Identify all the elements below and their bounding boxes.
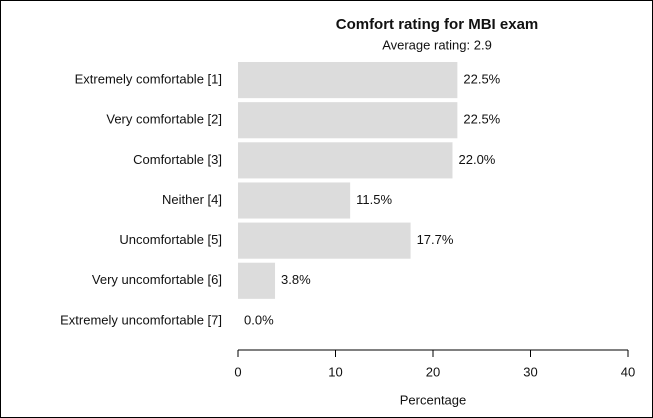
value-label: 3.8%: [281, 272, 311, 287]
y-tick-label: Neither [4]: [162, 192, 222, 207]
y-tick-label: Extremely uncomfortable [7]: [60, 312, 222, 327]
value-label: 22.5%: [463, 72, 500, 87]
bar: [238, 262, 276, 299]
value-label: 11.5%: [356, 192, 392, 207]
y-tick-label: Extremely comfortable [1]: [75, 72, 222, 87]
x-tick-label: 20: [426, 364, 440, 379]
y-tick-label: Very uncomfortable [6]: [92, 272, 222, 287]
value-label: 17.7%: [417, 232, 454, 247]
bar: [238, 62, 458, 99]
x-tick-label: 40: [621, 364, 635, 379]
x-tick-label: 10: [328, 364, 342, 379]
bar: [238, 182, 351, 219]
chart-title: Comfort rating for MBI exam: [336, 16, 539, 33]
chart-subtitle: Average rating: 2.9: [382, 37, 492, 52]
bar: [238, 102, 458, 139]
x-tick-label: 0: [234, 364, 241, 379]
y-tick-label: Very comfortable [2]: [106, 112, 222, 127]
y-tick-label: Uncomfortable [5]: [119, 232, 222, 247]
y-tick-label: Comfortable [3]: [133, 152, 222, 167]
value-label: 22.0%: [459, 152, 496, 167]
bar: [238, 222, 411, 259]
value-label: 0.0%: [244, 312, 274, 327]
bar: [238, 142, 453, 179]
value-label: 22.5%: [463, 112, 500, 127]
x-tick-label: 30: [523, 364, 537, 379]
x-axis-label: Percentage: [400, 392, 467, 407]
